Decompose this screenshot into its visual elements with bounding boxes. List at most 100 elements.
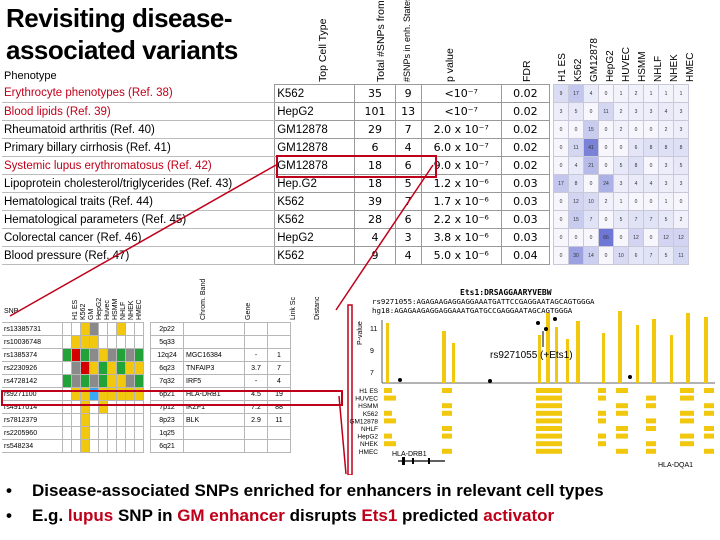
heatmap-cell: 12	[658, 228, 674, 247]
heatmap-cell: 5	[673, 156, 689, 175]
heatmap-cell: 66	[598, 228, 614, 247]
enhancer-segment	[442, 448, 452, 454]
enhancer-segment	[680, 395, 694, 401]
heatmap-cell: 5	[613, 156, 629, 175]
score-bar	[636, 325, 639, 383]
enrichment-table: Erythrocyte phenotypes (Ref. 38) K562 35 9 <…	[2, 84, 551, 265]
enhancer-segment	[442, 433, 452, 439]
bullet-text: Disease-associated SNPs enriched for enh…	[32, 481, 604, 500]
heatmap-cell: 0	[553, 228, 569, 247]
cell-type-cell: HepG2	[274, 102, 356, 121]
pvalue-cell: 3.8 x 10⁻⁶	[420, 228, 502, 247]
enhancer-segment	[536, 426, 562, 431]
enhancer-segment	[384, 433, 392, 439]
cell-type-cell: K562	[274, 210, 356, 229]
table-row: Systemic lupus erythromatosus (Ref. 42) G…	[2, 156, 551, 175]
snp-row: rs548234 6q21	[2, 439, 291, 453]
enhancer-segment	[598, 433, 606, 439]
enhancer-segment	[536, 441, 562, 447]
heatmap-cell: 14	[583, 246, 599, 265]
enhancer-segment	[616, 410, 628, 416]
phenotype-cell: Primary billary cirrhosis (Ref. 41)	[2, 138, 276, 157]
pvalue-cell: 1.7 x 10⁻⁶	[420, 192, 502, 211]
snp-label: rs9271055 (+Ets1)	[490, 350, 573, 361]
cell-type-cell: GM12878	[274, 120, 356, 139]
enhancer-segment	[646, 395, 656, 401]
heatmap-cell: 11	[673, 246, 689, 265]
enhancer-segment	[680, 388, 694, 393]
score-bar	[670, 335, 673, 383]
enhancer-segment	[536, 410, 562, 416]
snp-dist-cell	[267, 439, 291, 453]
enhancer-segment	[646, 441, 656, 447]
browser-selection-box	[347, 304, 353, 475]
enhancer-segment	[442, 403, 452, 409]
enhancer-segment	[384, 410, 392, 416]
phenotype-cell: Hematological parameters (Ref. 45)	[2, 210, 276, 229]
heatmap-cell: 8	[568, 174, 584, 193]
score-bar	[555, 327, 558, 383]
enhancer-segment	[384, 388, 392, 393]
score-point	[488, 379, 492, 383]
fdr-cell: 0.02	[500, 102, 551, 121]
fdr-cell: 0.04	[500, 246, 551, 265]
heatmap-cell: 30	[568, 246, 584, 265]
enhancer-segment	[536, 395, 562, 401]
heatmap-cell: 0	[598, 210, 614, 229]
enhancer-segment	[442, 410, 452, 416]
pvalue-cell: <10⁻⁷	[420, 84, 502, 103]
score-bar	[546, 313, 550, 383]
heatmap-cell: 0	[673, 192, 689, 211]
phenotype-cell: Systemic lupus erythromatosus (Ref. 42)	[2, 156, 276, 175]
bullet-text: activator	[483, 506, 555, 525]
heatmap-cell: 0	[553, 120, 569, 139]
score-point	[544, 327, 548, 331]
heatmap-cell: 0	[613, 228, 629, 247]
heatmap-cell: 0	[628, 192, 644, 211]
lupus-highlight-box	[276, 155, 437, 178]
heatmap-cell: 4	[643, 174, 659, 193]
heatmap-cell: 0	[568, 120, 584, 139]
score-point	[398, 378, 402, 382]
enhancer-segment	[680, 418, 694, 424]
score-bar	[704, 317, 708, 383]
bullet-text: GM enhancer	[177, 506, 285, 525]
phenotype-cell: Blood pressure (Ref. 47)	[2, 246, 276, 265]
fdr-cell: 0.03	[500, 210, 551, 229]
snp-row: rs2230926 6q23 TNFAIP3 3.7 7	[2, 361, 291, 375]
enhancer-segment	[598, 441, 606, 447]
enhancer-segment	[442, 426, 452, 431]
enhancer-segment	[704, 426, 714, 431]
bullet-text: E.g.	[32, 506, 68, 525]
genome-browser: Ets1:DRSAGGAARYVEBW rs9271055:AGAGAAGAGG…	[347, 288, 715, 475]
enhancer-segment	[704, 388, 714, 393]
score-bar	[566, 339, 569, 383]
heatmap-cell: 8	[673, 138, 689, 157]
heatmap-cell: 2	[658, 120, 674, 139]
heatmap-cell: 0	[553, 138, 569, 157]
heatmap-cell: 0	[583, 228, 599, 247]
fdr-cell: 0.02	[500, 84, 551, 103]
y-tick-label: 9	[370, 348, 374, 355]
pvalue-cell: <10⁻⁷	[420, 102, 502, 121]
enhancer-segment	[616, 448, 628, 454]
score-label: P-value	[357, 321, 364, 345]
score-points	[398, 317, 632, 383]
score-bar	[442, 331, 446, 383]
heatmap-cell: 5	[568, 102, 584, 121]
y-tick-label: 11	[370, 326, 377, 333]
total-snps-cell: 29	[354, 120, 396, 139]
heatmap-cell: 7	[628, 210, 644, 229]
enhancer-segment	[536, 433, 562, 439]
score-point	[553, 317, 557, 321]
enhancer-segment	[646, 418, 656, 424]
phenotype-header: Phenotype	[4, 70, 57, 82]
gene-track: HLA-DRB1 HLA-DQA1	[392, 451, 693, 469]
heatmap-cell: 1	[658, 84, 674, 103]
enhancer-tracks: H1 ESHUVECHSMMK562GM12878NHLFHepG2NHEKHM…	[349, 388, 714, 456]
enhancer-segment	[680, 441, 694, 447]
bullet-text: disrupts	[284, 506, 362, 525]
enhancer-segment	[384, 395, 396, 401]
heatmap-cell: 0	[553, 156, 569, 175]
